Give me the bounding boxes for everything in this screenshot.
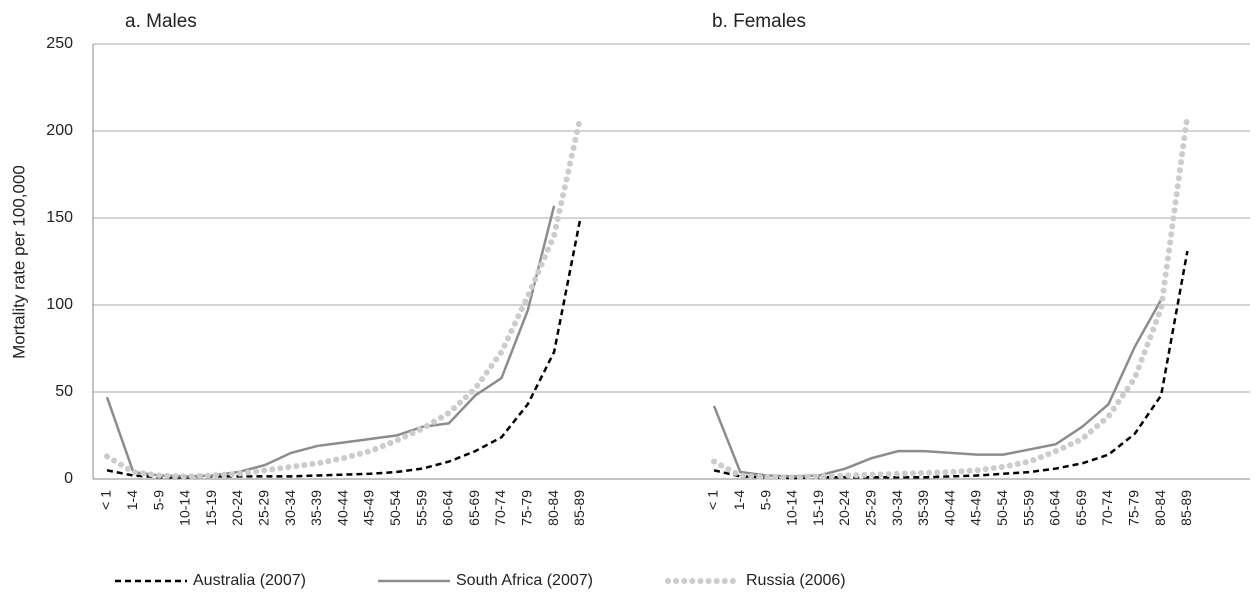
x-tick-label: 5-9	[150, 490, 166, 510]
x-tick-label: 20-24	[229, 490, 245, 526]
x-tick-label: 5-9	[757, 490, 773, 510]
x-tick-label: 10-14	[177, 490, 193, 526]
x-tick-label: 45-49	[968, 490, 984, 526]
x-tick-label: 1-4	[124, 490, 140, 510]
x-tick-label: 25-29	[256, 490, 272, 526]
x-tick-label: 45-49	[361, 490, 377, 526]
x-tick-label: 40-44	[334, 490, 350, 526]
x-tick-label: 55-59	[413, 490, 429, 526]
x-tick-label: < 1	[705, 490, 721, 510]
x-tick-label: 30-34	[282, 490, 298, 526]
x-tick-label: 65-69	[466, 490, 482, 526]
series-line	[105, 205, 556, 478]
x-tick-label: 85-89	[571, 490, 587, 526]
x-tick-label: 35-39	[915, 490, 931, 526]
x-tick-label: 70-74	[492, 490, 508, 526]
x-tick-label: 10-14	[784, 490, 800, 526]
x-tick-label: 35-39	[308, 490, 324, 526]
x-tick-label: 75-79	[1126, 490, 1142, 526]
legend-label: South Africa (2007)	[456, 572, 593, 589]
x-tick-label: 25-29	[863, 490, 879, 526]
y-tick-label: 100	[46, 296, 73, 313]
y-tick-label: 50	[55, 383, 73, 400]
y-tick-label: 250	[46, 35, 73, 52]
y-tick-label: 200	[46, 122, 73, 139]
x-tick-label: 55-59	[1020, 490, 1036, 526]
series-line	[713, 250, 1189, 480]
series-line	[711, 112, 1191, 481]
x-tick-label: 20-24	[836, 490, 852, 526]
y-axis-label: Mortality rate per 100,000	[9, 165, 28, 359]
series-line	[106, 217, 582, 479]
x-tick-label: 80-84	[1152, 490, 1168, 526]
series-line	[712, 299, 1163, 478]
x-tick-label: 40-44	[941, 490, 957, 526]
x-tick-label: 60-64	[1047, 490, 1063, 526]
x-tick-label: 15-19	[203, 490, 219, 526]
x-tick-label: 30-34	[889, 490, 905, 526]
x-tick-label: 50-54	[994, 490, 1010, 526]
x-tick-label: 70-74	[1099, 490, 1115, 526]
x-tick-label: 85-89	[1178, 490, 1194, 526]
y-tick-label: 0	[64, 470, 73, 487]
x-tick-label: 50-54	[387, 490, 403, 526]
x-tick-label: 65-69	[1073, 490, 1089, 526]
x-tick-label: 80-84	[545, 490, 561, 526]
x-tick-label: 1-4	[731, 490, 747, 510]
x-tick-label: 15-19	[810, 490, 826, 526]
panel-title: a. Males	[125, 11, 197, 32]
legend-label: Russia (2006)	[746, 572, 846, 589]
panel-title: b. Females	[712, 11, 806, 32]
y-tick-label: 150	[46, 209, 73, 226]
x-tick-label: 75-79	[519, 490, 535, 526]
x-tick-label: 60-64	[440, 490, 456, 526]
series-line	[104, 114, 584, 480]
x-tick-label: < 1	[98, 490, 114, 510]
legend-label: Australia (2007)	[193, 572, 306, 589]
